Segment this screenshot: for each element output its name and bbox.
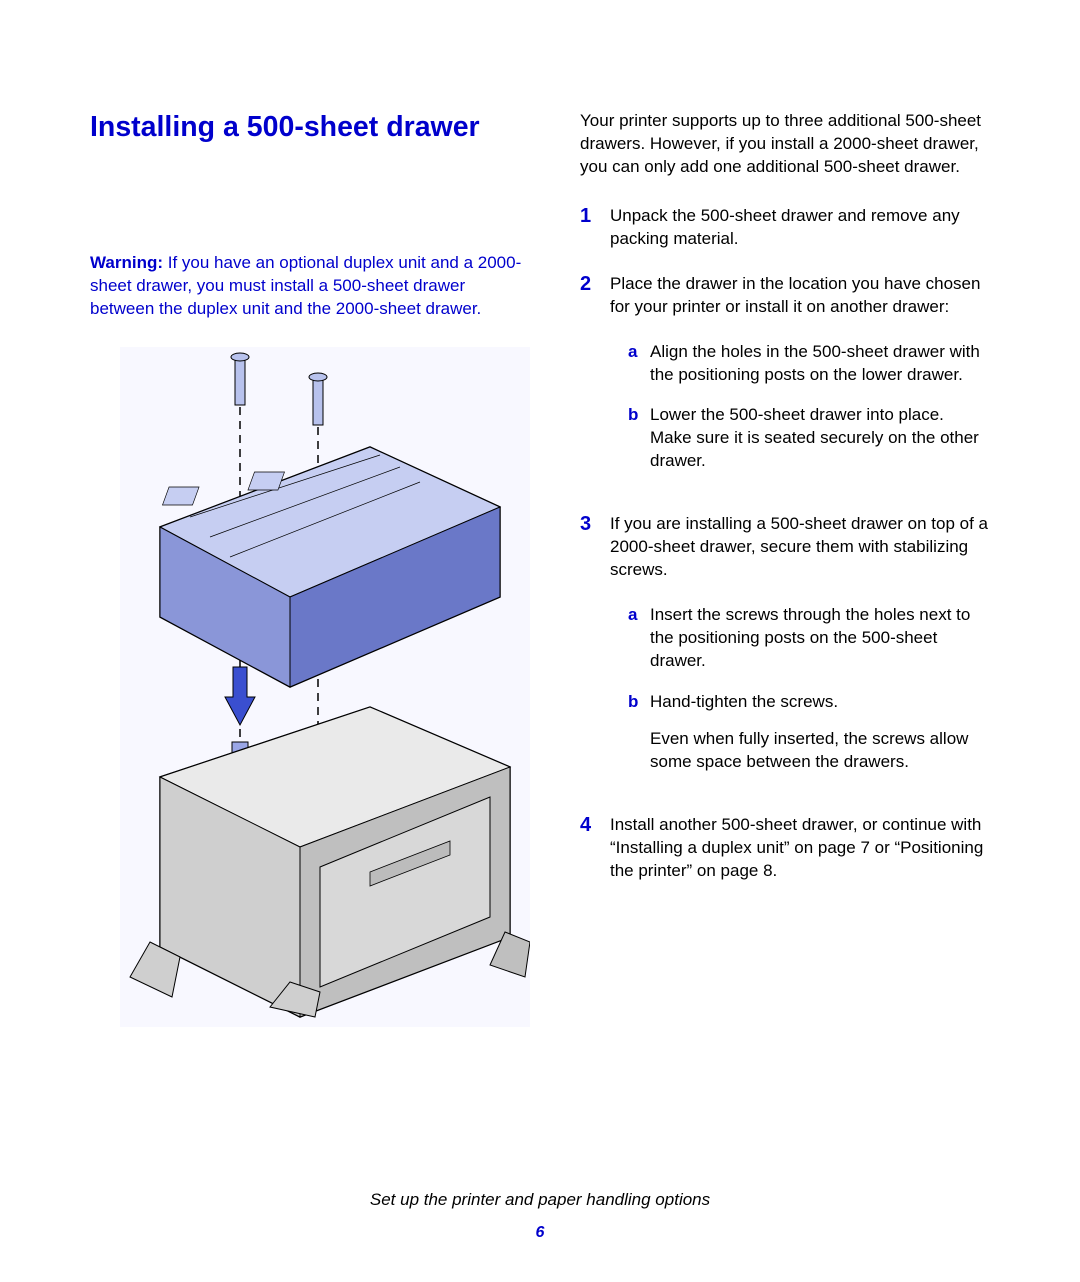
substep-text: Hand-tighten the screws. [650,692,838,711]
step-text: Unpack the 500-sheet drawer and remove a… [610,205,990,251]
screw-right [309,373,327,425]
step-text: Place the drawer in the location you hav… [610,274,980,316]
intro-text: Your printer supports up to three additi… [580,110,990,179]
warning-block: Warning: If you have an optional duplex … [90,252,530,321]
substep-text: Align the holes in the 500-sheet drawer … [650,341,990,387]
step-number: 3 [580,513,610,791]
substep-letter: a [628,604,650,673]
step-4: 4 Install another 500-sheet drawer, or c… [580,814,990,883]
arrow-left [225,667,255,725]
substep-letter: a [628,341,650,387]
substep-3b: b Hand-tighten the screws. Even when ful… [628,691,990,774]
substep-2a: a Align the holes in the 500-sheet drawe… [628,341,990,387]
substep-letter: b [628,691,650,774]
lower-drawer [130,707,530,1017]
step-text: If you are installing a 500-sheet drawer… [610,514,988,579]
step-number: 2 [580,273,610,492]
warning-label: Warning: [90,253,163,272]
step-text: Install another 500-sheet drawer, or con… [610,814,990,883]
page-title: Installing a 500-sheet drawer [90,110,530,144]
step-3: 3 If you are installing a 500-sheet draw… [580,513,990,791]
substep-3a: a Insert the screws through the holes ne… [628,604,990,673]
step-1: 1 Unpack the 500-sheet drawer and remove… [580,205,990,251]
page-number: 6 [0,1224,1080,1242]
substep-text: Lower the 500-sheet drawer into place. M… [650,404,990,473]
steps-list: 1 Unpack the 500-sheet drawer and remove… [580,205,990,883]
step-number: 1 [580,205,610,251]
screw-left [231,353,249,405]
step-2: 2 Place the drawer in the location you h… [580,273,990,492]
upper-drawer [160,447,500,687]
substep-2b: b Lower the 500-sheet drawer into place.… [628,404,990,473]
substep-text: Insert the screws through the holes next… [650,604,990,673]
assembly-diagram [120,347,530,1027]
substep-extra: Even when fully inserted, the screws all… [650,728,990,774]
substep-letter: b [628,404,650,473]
footer-text: Set up the printer and paper handling op… [0,1190,1080,1210]
step-number: 4 [580,814,610,883]
